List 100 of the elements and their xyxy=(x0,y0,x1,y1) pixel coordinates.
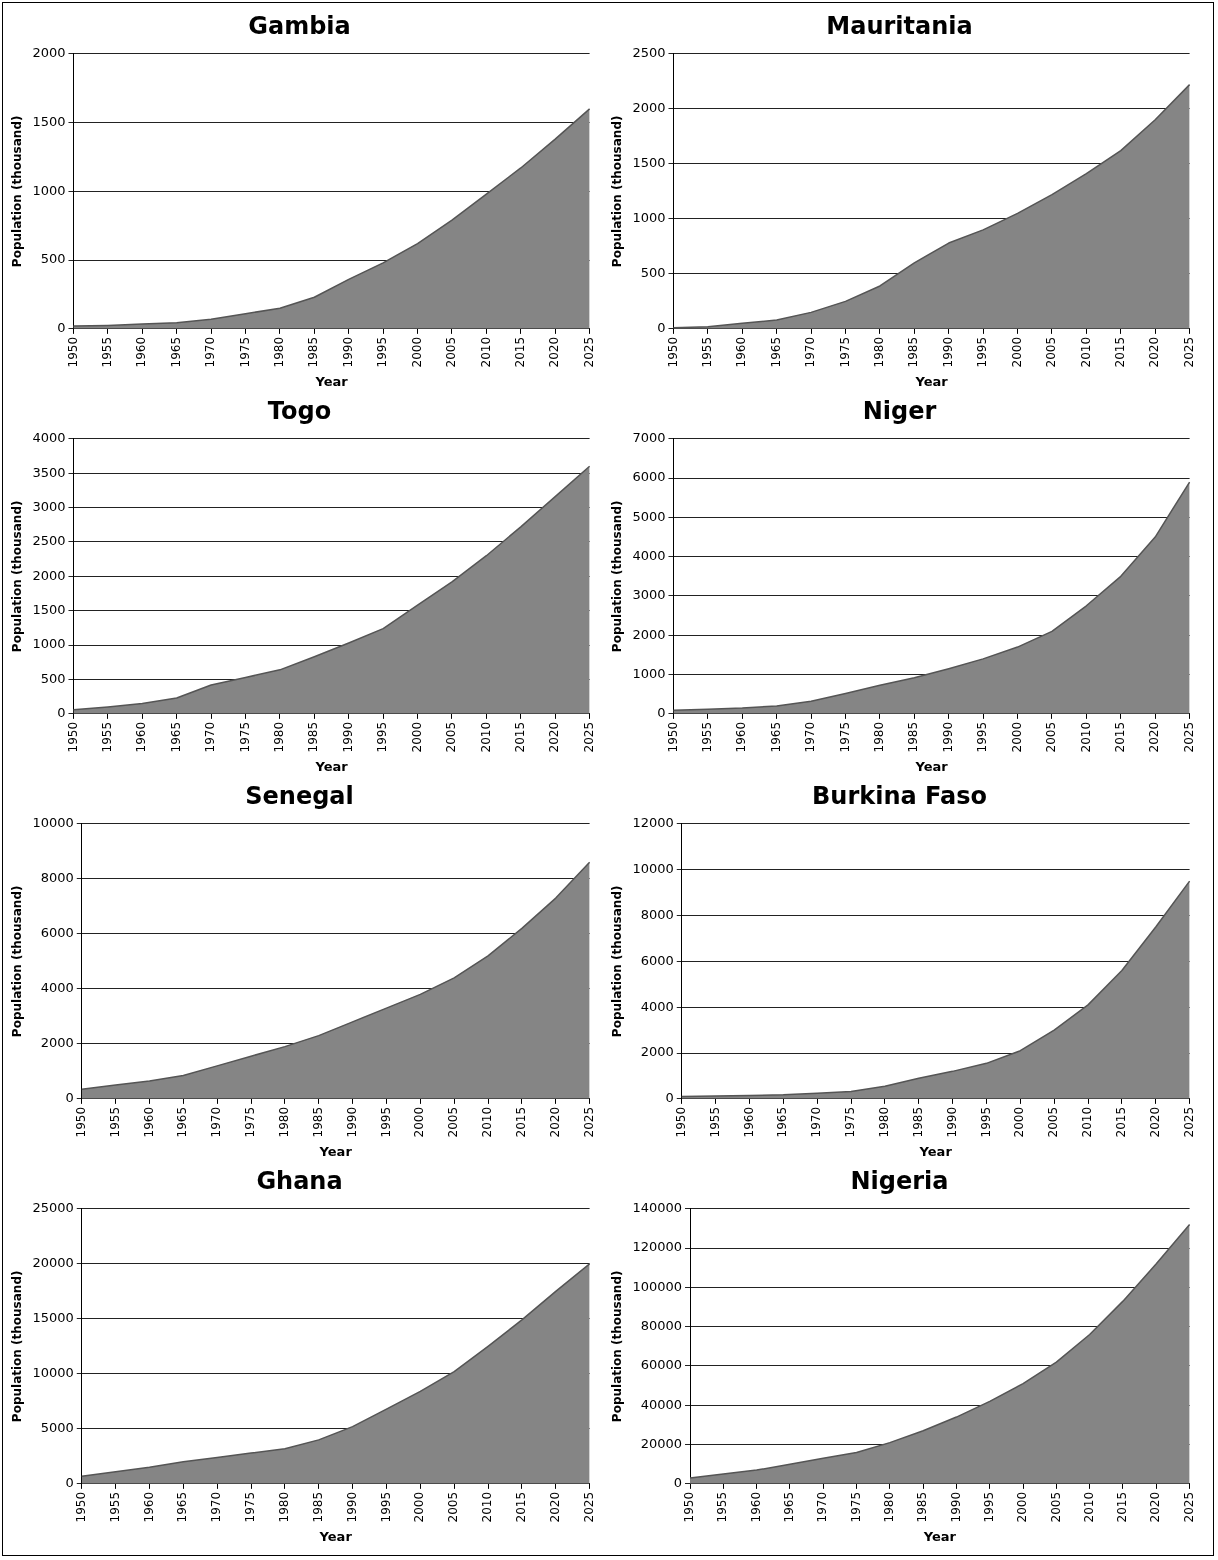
x-tick-label: 1990 xyxy=(944,1106,959,1138)
x-tick-label: 1980 xyxy=(872,336,887,368)
y-axis-title: Population (thousand) xyxy=(610,115,625,268)
chart-title: Nigeria xyxy=(850,1166,949,1195)
x-tick-label: 1990 xyxy=(940,721,955,753)
x-tick-label: 1960 xyxy=(748,1491,763,1523)
chart-title: Niger xyxy=(862,396,937,425)
x-tick-label: 2005 xyxy=(446,1106,461,1138)
x-tick-label: 2025 xyxy=(581,1491,596,1523)
x-tick-label: 1960 xyxy=(734,336,749,368)
x-tick-label: 1980 xyxy=(272,721,287,753)
x-tick-label: 1995 xyxy=(375,336,390,368)
x-tick-label: 2015 xyxy=(1114,1106,1129,1138)
x-tick-label: 1970 xyxy=(203,721,218,753)
x-tick-label: 2020 xyxy=(1147,721,1162,753)
x-tick-label: 2015 xyxy=(512,336,527,368)
x-tick-label: 1965 xyxy=(775,1106,790,1138)
y-tick-label: 140000 xyxy=(632,1200,683,1216)
x-tick-label: 2010 xyxy=(478,336,493,368)
x-tick-label: 2020 xyxy=(1147,336,1162,368)
x-axis-title: Year xyxy=(314,373,349,389)
x-tick-label: 2000 xyxy=(409,721,424,753)
x-tick-label: 1985 xyxy=(906,721,921,753)
x-tick-label: 2005 xyxy=(446,1491,461,1523)
x-tick-label: 2010 xyxy=(480,1491,495,1523)
y-tick-label: 15000 xyxy=(32,1310,74,1326)
x-tick-label: 1960 xyxy=(134,336,149,368)
y-tick-label: 100000 xyxy=(632,1278,683,1294)
x-tick-label: 1955 xyxy=(107,1106,122,1138)
x-tick-label: 2005 xyxy=(444,336,459,368)
y-tick-label: 2000 xyxy=(32,567,66,583)
x-tick-label: 1985 xyxy=(310,1491,325,1523)
y-tick-label: 2000 xyxy=(40,1035,74,1051)
y-tick-label: 10000 xyxy=(32,1365,74,1381)
chart-title: Mauritania xyxy=(826,11,973,40)
y-tick-label: 2000 xyxy=(632,100,666,116)
y-tick-label: 6000 xyxy=(40,925,74,941)
x-tick-label: 1950 xyxy=(65,336,80,368)
y-tick-label: 8000 xyxy=(40,870,74,886)
x-tick-label: 1950 xyxy=(673,1106,688,1138)
y-tick-label: 1000 xyxy=(32,182,66,198)
x-tick-label: 1960 xyxy=(141,1106,156,1138)
x-tick-label: 1995 xyxy=(975,336,990,368)
x-tick-label: 1975 xyxy=(237,721,252,753)
x-tick-label: 1975 xyxy=(243,1106,258,1138)
y-tick-label: 3000 xyxy=(32,498,66,514)
y-tick-label: 0 xyxy=(657,320,666,336)
x-tick-label: 1980 xyxy=(277,1491,292,1523)
x-tick-label: 1950 xyxy=(73,1491,88,1523)
x-tick-label: 1985 xyxy=(910,1106,925,1138)
y-tick-label: 10000 xyxy=(32,815,74,831)
x-tick-label: 2010 xyxy=(1081,1491,1096,1523)
x-tick-label: 1965 xyxy=(168,336,183,368)
y-tick-label: 120000 xyxy=(632,1239,683,1255)
x-tick-label: 1995 xyxy=(975,721,990,753)
y-tick-label: 1000 xyxy=(632,210,666,226)
x-axis-title: Year xyxy=(314,758,349,774)
x-tick-label: 2000 xyxy=(1009,336,1024,368)
y-tick-label: 60000 xyxy=(640,1357,683,1373)
y-tick-label: 1500 xyxy=(32,602,66,618)
x-tick-label: 2015 xyxy=(1112,721,1127,753)
x-tick-label: 1995 xyxy=(375,721,390,753)
y-tick-label: 2000 xyxy=(32,45,66,61)
x-tick-label: 1950 xyxy=(682,1491,697,1523)
x-tick-label: 2010 xyxy=(478,721,493,753)
x-tick-label: 1960 xyxy=(134,721,149,753)
x-tick-label: 1965 xyxy=(175,1106,190,1138)
y-tick-label: 0 xyxy=(57,705,66,721)
x-tick-label: 2025 xyxy=(581,721,596,753)
y-tick-label: 0 xyxy=(65,1090,74,1106)
y-tick-label: 4000 xyxy=(640,998,674,1014)
x-tick-label: 1975 xyxy=(837,721,852,753)
x-tick-label: 1955 xyxy=(107,1491,122,1523)
x-tick-label: 2025 xyxy=(1181,1491,1196,1523)
x-tick-label: 2025 xyxy=(1181,336,1196,368)
y-axis-title: Population (thousand) xyxy=(610,500,625,653)
x-axis-title: Year xyxy=(914,373,949,389)
y-tick-label: 20000 xyxy=(640,1435,683,1451)
y-tick-label: 0 xyxy=(57,320,66,336)
x-tick-label: 2020 xyxy=(547,1106,562,1138)
x-tick-label: 1990 xyxy=(948,1491,963,1523)
x-tick-label: 1970 xyxy=(803,721,818,753)
x-tick-label: 1985 xyxy=(306,721,321,753)
x-tick-label: 1990 xyxy=(340,336,355,368)
x-tick-label: 1970 xyxy=(209,1491,224,1523)
chart-title: Burkina Faso xyxy=(812,781,987,810)
y-tick-label: 4000 xyxy=(632,548,666,564)
y-tick-label: 40000 xyxy=(640,1396,683,1412)
x-tick-label: 2025 xyxy=(581,336,596,368)
x-tick-label: 2000 xyxy=(1015,1491,1030,1523)
x-tick-label: 1965 xyxy=(768,336,783,368)
x-tick-label: 2000 xyxy=(412,1491,427,1523)
y-tick-label: 1000 xyxy=(32,636,66,652)
x-tick-label: 1960 xyxy=(141,1491,156,1523)
x-tick-label: 2025 xyxy=(1181,721,1196,753)
x-tick-label: 1975 xyxy=(243,1491,258,1523)
x-tick-label: 2015 xyxy=(512,721,527,753)
x-tick-label: 2020 xyxy=(547,1491,562,1523)
y-tick-label: 1500 xyxy=(32,113,66,129)
x-tick-label: 1955 xyxy=(100,336,115,368)
